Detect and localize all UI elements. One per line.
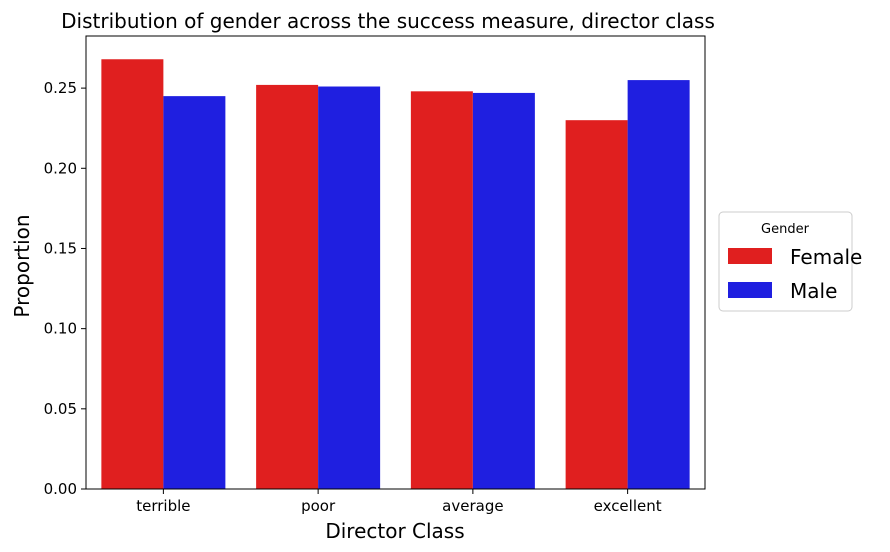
y-tick-label: 0.20 xyxy=(44,159,77,177)
x-tick-label: poor xyxy=(301,497,336,515)
legend-label-male: Male xyxy=(790,279,837,303)
legend-swatch-female xyxy=(728,248,772,264)
bar-female-average xyxy=(410,91,473,490)
y-tick-label: 0.05 xyxy=(44,400,77,418)
x-tick-label: excellent xyxy=(594,497,662,515)
y-tick-label: 0.00 xyxy=(44,480,77,498)
bar-male-excellent xyxy=(627,80,690,489)
bar-male-average xyxy=(472,92,535,490)
x-axis-ticks: terrible poor average excellent xyxy=(136,489,662,515)
legend-title: Gender xyxy=(761,222,810,237)
legend-swatch-male xyxy=(728,282,772,298)
plot-area-frame xyxy=(85,35,706,490)
bar-male-terrible xyxy=(163,96,226,489)
x-tick-label: terrible xyxy=(136,497,190,515)
y-tick-label: 0.25 xyxy=(44,79,77,97)
legend-label-female: Female xyxy=(790,245,862,269)
bar-female-terrible xyxy=(101,59,164,489)
y-axis-label: Proportion xyxy=(10,214,34,317)
y-tick-label: 0.15 xyxy=(44,239,77,257)
bar-female-poor xyxy=(256,84,319,490)
legend: Gender Female Male xyxy=(718,211,862,312)
y-axis-ticks: 0.00 0.05 0.10 0.15 0.20 0.25 xyxy=(44,79,86,498)
x-tick-label: average xyxy=(442,497,503,515)
y-tick-label: 0.10 xyxy=(44,320,77,338)
chart-title: Distribution of gender across the succes… xyxy=(61,9,715,33)
bar-male-poor xyxy=(318,86,381,489)
bars-group xyxy=(101,59,690,490)
x-axis-label: Director Class xyxy=(325,519,464,543)
bar-female-excellent xyxy=(565,120,628,489)
